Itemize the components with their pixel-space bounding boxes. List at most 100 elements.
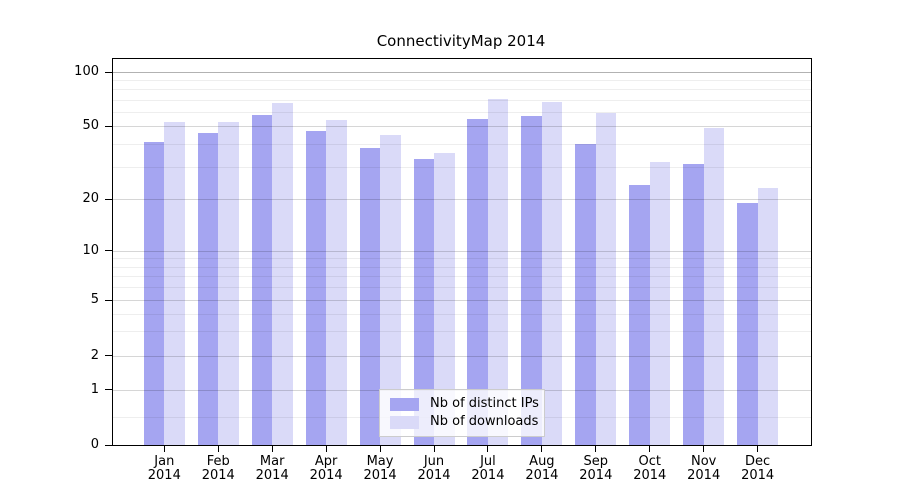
x-tick-year: 2014 xyxy=(579,468,613,483)
bar-distinct-ips-mar xyxy=(251,114,273,445)
x-tick-month: Apr xyxy=(314,454,338,469)
x-tick-year: 2014 xyxy=(525,468,559,483)
x-tick-mar xyxy=(271,446,273,452)
bar-downloads-aug xyxy=(541,102,563,445)
x-tick-nov xyxy=(703,446,705,452)
y-tick-label-2: 2 xyxy=(90,347,99,363)
x-tick-aug xyxy=(541,446,543,452)
x-tick-label-may: May 2014 xyxy=(352,455,408,483)
bar-downloads-may xyxy=(380,134,401,445)
bar-downloads-apr xyxy=(326,120,347,445)
x-tick-month: Jul xyxy=(480,454,496,469)
bar-downloads-mar xyxy=(272,103,293,445)
x-tick-feb xyxy=(217,446,219,452)
gridline-minor-90 xyxy=(113,80,811,82)
x-tick-month: Mar xyxy=(259,454,285,469)
x-tick-label-apr: Apr 2014 xyxy=(298,455,354,483)
bar-downloads-sep xyxy=(595,113,617,445)
y-tick-label-5: 5 xyxy=(90,292,99,308)
x-tick-label-oct: Oct 2014 xyxy=(622,455,678,483)
bar-distinct-ips-jan xyxy=(143,142,165,445)
bar-distinct-ips-jun xyxy=(413,159,434,445)
x-tick-month: Dec xyxy=(745,454,771,469)
x-tick-label-nov: Nov 2014 xyxy=(676,455,732,483)
y-tick-label-10: 10 xyxy=(82,242,99,258)
x-tick-year: 2014 xyxy=(417,468,451,483)
x-tick-label-jun: Jun 2014 xyxy=(406,455,462,483)
bar-downloads-dec xyxy=(757,188,779,445)
chart-title: ConnectivityMap 2014 xyxy=(376,32,546,50)
x-tick-year: 2014 xyxy=(471,468,505,483)
legend-swatch-distinct-ips xyxy=(390,397,419,411)
gridline-minor-60 xyxy=(113,112,811,114)
y-tick-0 xyxy=(105,444,112,446)
x-tick-year: 2014 xyxy=(201,468,235,483)
y-tick-50 xyxy=(105,125,112,127)
legend-label-downloads: Nb of downloads xyxy=(430,414,539,429)
y-tick-label-1: 1 xyxy=(90,381,99,397)
bar-distinct-ips-jul xyxy=(467,118,488,445)
bar-distinct-ips-sep xyxy=(575,144,596,445)
bar-downloads-nov xyxy=(703,127,725,445)
x-tick-year: 2014 xyxy=(741,468,775,483)
legend-entry-distinct-ips: Nb of distinct IPs xyxy=(390,396,539,412)
legend-entry-downloads: Nb of downloads xyxy=(390,414,539,430)
x-tick-year: 2014 xyxy=(147,468,181,483)
x-tick-label-jan: Jan 2014 xyxy=(136,455,192,483)
x-tick-label-jul: Jul 2014 xyxy=(460,455,516,483)
x-tick-month: Nov xyxy=(691,454,717,469)
x-tick-month: Oct xyxy=(638,454,661,469)
bar-distinct-ips-feb xyxy=(197,132,219,445)
x-tick-label-mar: Mar 2014 xyxy=(244,455,300,483)
x-tick-year: 2014 xyxy=(633,468,667,483)
x-tick-dec xyxy=(757,446,759,452)
bar-distinct-ips-apr xyxy=(305,131,327,445)
gridline-minor-80 xyxy=(113,89,811,91)
x-tick-apr xyxy=(325,446,327,452)
x-tick-may xyxy=(379,446,381,452)
legend-swatch-downloads xyxy=(390,415,419,429)
bar-downloads-feb xyxy=(218,121,239,445)
x-tick-jun xyxy=(433,446,435,452)
bar-downloads-oct xyxy=(649,161,671,445)
bar-distinct-ips-oct xyxy=(629,184,650,445)
x-tick-year: 2014 xyxy=(363,468,397,483)
bar-downloads-jan xyxy=(164,121,185,445)
x-tick-month: Aug xyxy=(529,454,555,469)
x-tick-month: Feb xyxy=(206,454,230,469)
x-tick-month: Sep xyxy=(583,454,609,469)
bar-downloads-jun xyxy=(434,152,455,445)
x-tick-year: 2014 xyxy=(309,468,343,483)
x-tick-year: 2014 xyxy=(255,468,289,483)
y-tick-2 xyxy=(105,355,112,357)
x-tick-label-dec: Dec 2014 xyxy=(730,455,786,483)
x-tick-sep xyxy=(595,446,597,452)
legend-label-distinct-ips: Nb of distinct IPs xyxy=(430,396,539,411)
bar-downloads-jul xyxy=(487,98,509,445)
y-tick-label-50: 50 xyxy=(82,118,99,134)
y-tick-5 xyxy=(105,299,112,301)
legend: Nb of distinct IPs Nb of downloads xyxy=(379,389,545,437)
y-tick-1 xyxy=(105,389,112,391)
x-tick-month: May xyxy=(366,454,394,469)
x-tick-label-aug: Aug 2014 xyxy=(514,455,570,483)
y-tick-label-20: 20 xyxy=(82,191,99,207)
plot-area: Nb of distinct IPs Nb of downloads 100 50… xyxy=(74,58,812,483)
y-tick-label-0: 0 xyxy=(90,437,99,452)
y-tick-label-100: 100 xyxy=(74,64,99,79)
x-tick-month: Jan xyxy=(154,454,175,469)
x-tick-jan xyxy=(163,446,165,452)
bar-distinct-ips-may xyxy=(359,148,381,445)
gridline-minor-70 xyxy=(113,99,811,101)
bar-distinct-ips-nov xyxy=(683,164,704,445)
x-tick-month: Jun xyxy=(423,454,445,469)
x-tick-label-sep: Sep 2014 xyxy=(568,455,624,483)
x-tick-label-feb: Feb 2014 xyxy=(190,455,246,483)
gridline-major-100 xyxy=(113,72,811,73)
x-tick-year: 2014 xyxy=(687,468,721,483)
x-tick-jul xyxy=(487,446,489,452)
bar-distinct-ips-aug xyxy=(521,116,542,445)
y-tick-10 xyxy=(105,250,112,252)
y-tick-20 xyxy=(105,198,112,200)
